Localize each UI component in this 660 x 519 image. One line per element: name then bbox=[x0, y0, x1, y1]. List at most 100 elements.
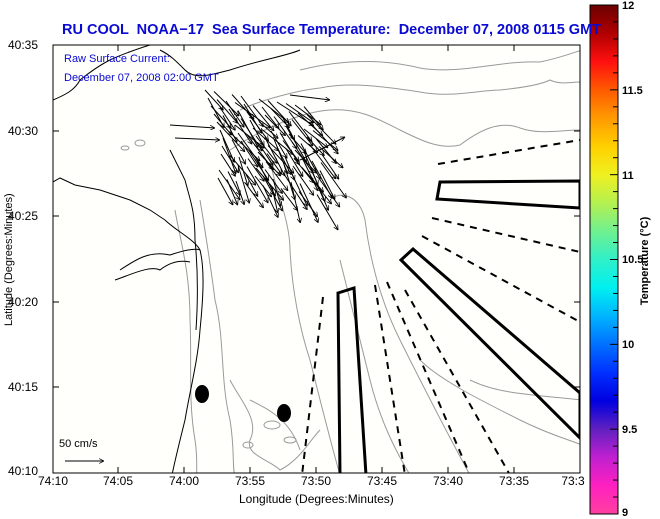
current-vector bbox=[221, 145, 239, 173]
current-vector bbox=[271, 186, 278, 213]
colorbar-tick-marks bbox=[610, 4, 618, 515]
current-vector bbox=[267, 100, 291, 127]
y-tick-marks bbox=[53, 130, 580, 388]
current-vector bbox=[309, 176, 332, 204]
current-vector bbox=[219, 107, 235, 131]
current-vector bbox=[248, 150, 269, 181]
current-vector bbox=[291, 119, 313, 147]
current-vector bbox=[247, 158, 264, 182]
x-tick-label: 73:45 bbox=[366, 474, 398, 488]
current-vector bbox=[258, 143, 273, 165]
radar-sector-lines bbox=[301, 139, 580, 473]
current-vector bbox=[288, 111, 312, 142]
colorbar-tick-label: 9 bbox=[622, 507, 629, 519]
current-vector bbox=[204, 89, 223, 110]
current-vector bbox=[216, 99, 238, 124]
current-vector bbox=[306, 136, 324, 156]
current-vector bbox=[238, 156, 248, 186]
annotation-line-2: December 07, 2008 02:00 GMT bbox=[64, 72, 219, 84]
current-vector bbox=[320, 162, 347, 199]
current-vector bbox=[217, 177, 234, 205]
current-vector bbox=[258, 121, 278, 139]
current-vector bbox=[318, 178, 340, 208]
radar-beams bbox=[336, 179, 580, 473]
y-tick-label: 40:10 bbox=[8, 464, 39, 478]
current-vector bbox=[255, 135, 278, 164]
current-vector bbox=[249, 119, 265, 146]
current-vector bbox=[302, 159, 318, 191]
x-axis-label: Longitude (Degrees:Minutes) bbox=[239, 492, 394, 506]
current-vector bbox=[294, 149, 317, 173]
current-vector bbox=[285, 148, 303, 177]
current-vector bbox=[261, 106, 279, 129]
current-vector bbox=[237, 132, 263, 168]
x-tick-label: 73:35 bbox=[498, 474, 530, 488]
current-vector bbox=[220, 153, 236, 176]
current-vector bbox=[255, 167, 284, 200]
current-vector bbox=[293, 157, 314, 183]
current-vector bbox=[213, 91, 239, 116]
current-vector bbox=[237, 164, 249, 203]
current-vector bbox=[317, 186, 329, 211]
colorbar-tick-label: 10 bbox=[622, 339, 635, 351]
current-vector bbox=[222, 115, 238, 143]
mooring-marker-1 bbox=[195, 385, 209, 403]
current-vector bbox=[309, 144, 336, 179]
current-vector bbox=[299, 136, 345, 161]
current-vector bbox=[174, 138, 220, 140]
current-vector bbox=[280, 188, 298, 211]
current-vector bbox=[213, 113, 232, 135]
current-vector bbox=[272, 178, 281, 206]
scale-vector-label: 50 cm/s bbox=[59, 438, 98, 450]
mooring-marker-2 bbox=[277, 404, 291, 422]
current-vector bbox=[169, 124, 215, 128]
current-vector bbox=[319, 170, 336, 200]
current-vector bbox=[235, 180, 244, 205]
current-vector bbox=[285, 103, 314, 123]
current-vector bbox=[316, 194, 339, 231]
current-vector bbox=[265, 161, 288, 191]
current-vector bbox=[225, 100, 244, 127]
current-vector bbox=[246, 111, 269, 141]
current-vector bbox=[292, 165, 314, 196]
y-tick-label: 40:35 bbox=[8, 38, 39, 52]
current-vector bbox=[276, 146, 292, 175]
current-vector bbox=[240, 140, 258, 167]
colorbar-label: Temperature (°C) bbox=[639, 216, 651, 306]
current-vector bbox=[234, 102, 270, 128]
current-vector bbox=[321, 154, 339, 180]
y-axis-label: Latitude (Degrees:Minutes) bbox=[3, 193, 15, 326]
current-vector bbox=[285, 125, 308, 162]
current-vector bbox=[306, 114, 336, 145]
current-vector bbox=[282, 117, 296, 140]
y-tick-label: 40:20 bbox=[8, 295, 39, 309]
colorbar-tick-label: 10.5 bbox=[622, 254, 644, 266]
current-vector bbox=[245, 174, 259, 197]
current-vector bbox=[298, 191, 318, 217]
current-vector bbox=[228, 108, 252, 144]
current-vector bbox=[244, 182, 264, 208]
current-vector bbox=[291, 173, 307, 206]
colorbar-tick-label: 9.5 bbox=[622, 424, 638, 436]
current-vector bbox=[290, 181, 300, 223]
current-vector bbox=[227, 171, 241, 196]
colorbar-tick-label: 11.5 bbox=[622, 85, 643, 97]
annotation-line-1: Raw Surface Current: bbox=[64, 53, 170, 65]
current-vector bbox=[303, 106, 323, 131]
current-vector bbox=[252, 105, 274, 131]
current-vector bbox=[288, 133, 307, 154]
current-vector bbox=[231, 139, 247, 165]
x-tick-label: 74:00 bbox=[168, 474, 200, 488]
current-vector bbox=[216, 121, 245, 152]
current-vector bbox=[289, 94, 330, 100]
x-tick-marks bbox=[52, 45, 515, 473]
page-title: RU COOL NOAA−17 Sea Surface Temperature:… bbox=[62, 22, 602, 38]
current-vector bbox=[303, 128, 328, 148]
y-tick-label: 40:25 bbox=[8, 209, 39, 223]
x-tick-label: 74:10 bbox=[37, 474, 69, 488]
current-vector bbox=[297, 135, 318, 153]
current-vector bbox=[318, 146, 343, 168]
current-vector bbox=[264, 114, 286, 136]
colorbar-tick-label: 12 bbox=[622, 0, 635, 12]
current-vector bbox=[270, 130, 288, 158]
